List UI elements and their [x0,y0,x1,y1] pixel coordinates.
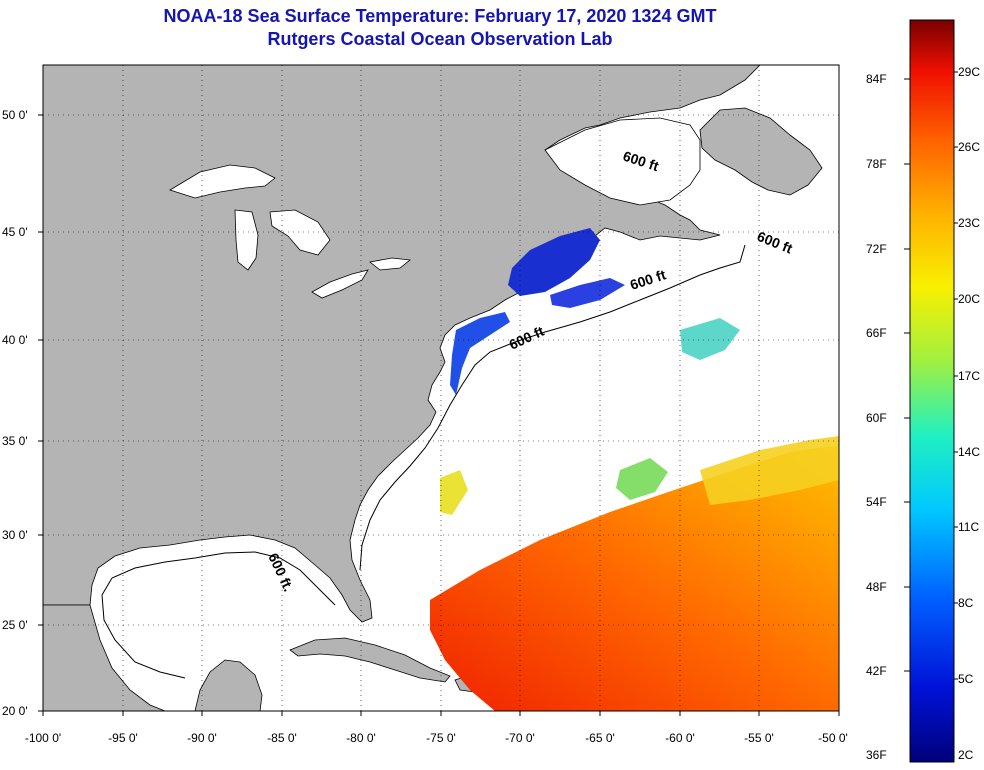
colorbar-c-14: 14C [958,445,981,459]
sst-patch-warm-sargasso [430,445,839,711]
colorbar-c-26: 26C [958,140,981,154]
land-yucatan [194,659,263,711]
sst-patch-mid-atlantic-shelf [450,312,510,395]
colorbar-c-5: 5C [958,672,974,686]
lon-label-75: -75 0' [426,731,456,745]
lon-label-60: -60 0' [665,731,695,745]
lon-label-65: -65 0' [585,731,615,745]
colorbar-c-8: 8C [958,596,974,610]
colorbar-c-23: 23C [958,216,981,230]
colorbar-c-11: 11C [958,520,980,534]
sst-patch-mid-ocean [700,436,839,505]
lon-label-50: -50 0' [818,731,848,745]
land-cuba [289,637,451,683]
colorbar-f-84: 84F [866,72,887,86]
lat-label-25: 25 0' [2,618,28,632]
colorbar [909,19,955,763]
land-newfoundland [699,107,823,196]
colorbar-f-78: 78F [866,157,887,171]
colorbar-f-36: 36F [866,748,887,762]
lon-label-70: -70 0' [505,731,535,745]
lake-huron [269,209,331,256]
lat-label-45: 45 0' [2,225,28,239]
lat-label-20: 20 0' [2,704,28,718]
lon-label-95: -95 0' [108,731,138,745]
lake-superior [169,164,276,199]
colorbar-f-60: 60F [866,411,887,425]
map-subtitle: Rutgers Coastal Ocean Observation Lab [267,29,613,49]
colorbar-f-42: 42F [866,664,887,678]
colorbar-f-66: 66F [866,326,887,340]
lat-label-35: 35 0' [2,434,28,448]
lake-ontario [369,257,412,271]
lon-label-100: -100 0' [24,731,62,745]
colorbar-f-72: 72F [866,242,887,256]
sst-patch-offshore-cyan [680,318,740,360]
colorbar-c-2: 2C [958,748,974,762]
colorbar-c-29: 29C [958,65,981,79]
colorbar-c-20: 20C [958,292,981,306]
sst-patch-green [616,458,668,500]
sst-patch-scotian-shelf [550,278,625,308]
colorbar-f-54: 54F [866,495,887,509]
lake-michigan [234,209,259,271]
lake-erie [311,269,369,299]
lon-label-85: -85 0' [267,731,297,745]
lat-label-40: 40 0' [2,333,28,347]
lon-label-90: -90 0' [187,731,217,745]
colorbar-ticks [904,71,958,680]
lat-label-30: 30 0' [2,528,28,542]
colorbar-c-17: 17C [958,369,981,383]
colorbar-f-48: 48F [866,580,887,594]
sst-patch-offshore-yellow [440,470,468,515]
depth-contour-atlantic [359,244,746,571]
depth-contour-gulf [101,551,336,679]
map-title: NOAA-18 Sea Surface Temperature: Februar… [163,6,717,26]
land-mexico [43,604,166,711]
lon-label-55: -55 0' [744,731,774,745]
gulf-st-lawrence [544,117,701,206]
lon-label-80: -80 0' [346,731,376,745]
sst-patch-gulf-of-maine [508,228,600,296]
lat-label-50: 50 0' [2,108,28,122]
axis-ticks [38,114,840,716]
